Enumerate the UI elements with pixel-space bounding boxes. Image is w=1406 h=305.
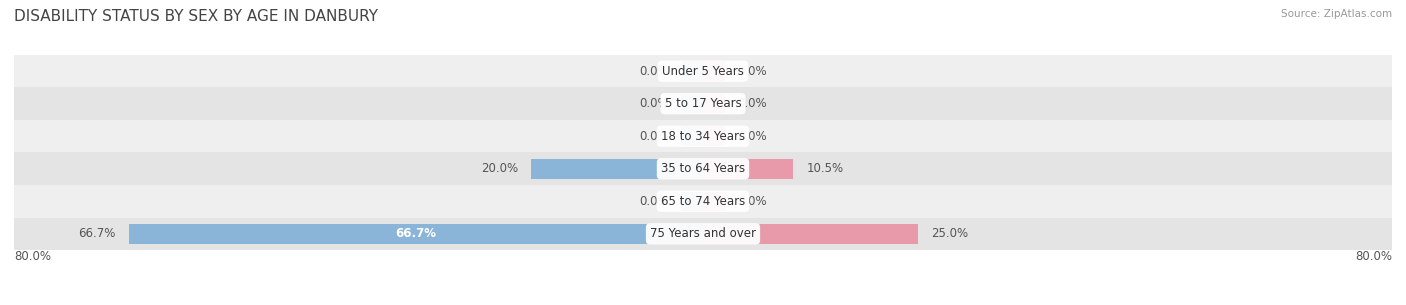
Text: 65 to 74 Years: 65 to 74 Years — [661, 195, 745, 208]
Bar — [14, 152, 1392, 185]
Text: 0.0%: 0.0% — [738, 130, 768, 143]
Bar — [682, 94, 703, 113]
Text: 0.0%: 0.0% — [738, 65, 768, 78]
Text: 5 to 17 Years: 5 to 17 Years — [665, 97, 741, 110]
Text: 0.0%: 0.0% — [638, 130, 669, 143]
Text: 66.7%: 66.7% — [79, 227, 115, 240]
Text: Source: ZipAtlas.com: Source: ZipAtlas.com — [1281, 9, 1392, 19]
Bar — [14, 217, 1392, 250]
Text: 18 to 34 Years: 18 to 34 Years — [661, 130, 745, 143]
Bar — [703, 94, 724, 113]
Text: 20.0%: 20.0% — [481, 162, 517, 175]
Bar — [531, 159, 703, 178]
Text: Under 5 Years: Under 5 Years — [662, 65, 744, 78]
Bar — [128, 224, 703, 244]
Text: 75 Years and over: 75 Years and over — [650, 227, 756, 240]
Text: 0.0%: 0.0% — [738, 97, 768, 110]
Bar — [14, 185, 1392, 217]
Bar — [703, 159, 793, 178]
Text: DISABILITY STATUS BY SEX BY AGE IN DANBURY: DISABILITY STATUS BY SEX BY AGE IN DANBU… — [14, 9, 378, 24]
Text: 0.0%: 0.0% — [738, 195, 768, 208]
Text: 0.0%: 0.0% — [638, 97, 669, 110]
Text: 10.5%: 10.5% — [807, 162, 844, 175]
Bar — [14, 120, 1392, 152]
Bar — [682, 192, 703, 211]
Bar — [14, 55, 1392, 88]
Text: 0.0%: 0.0% — [638, 195, 669, 208]
Bar — [703, 61, 724, 81]
Bar — [703, 192, 724, 211]
Bar — [682, 127, 703, 146]
Text: 66.7%: 66.7% — [395, 227, 436, 240]
Text: 80.0%: 80.0% — [14, 250, 51, 263]
Bar — [703, 127, 724, 146]
Text: 25.0%: 25.0% — [931, 227, 969, 240]
Text: 80.0%: 80.0% — [1355, 250, 1392, 263]
Bar — [703, 224, 918, 244]
Bar — [14, 88, 1392, 120]
Text: 35 to 64 Years: 35 to 64 Years — [661, 162, 745, 175]
Text: 0.0%: 0.0% — [638, 65, 669, 78]
Bar — [682, 61, 703, 81]
